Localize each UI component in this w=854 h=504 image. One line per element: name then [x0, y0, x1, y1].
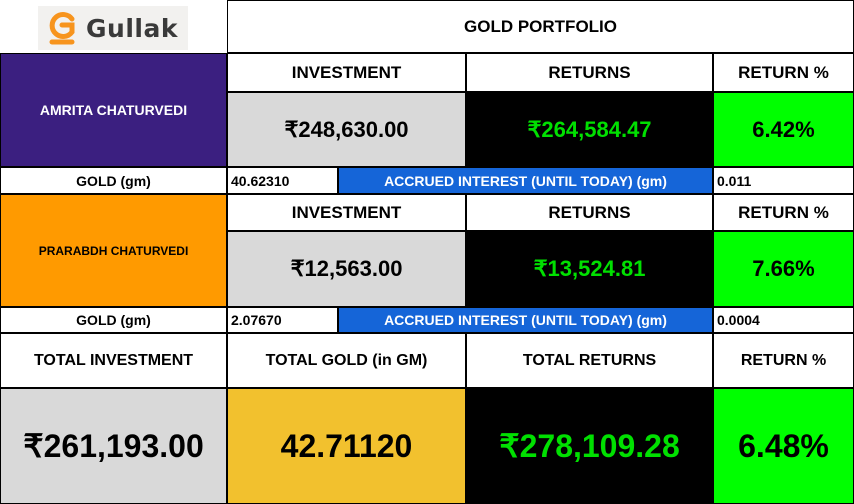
return-pct-header: RETURN % [713, 194, 854, 231]
gullak-logo: Gullak [38, 6, 188, 50]
gullak-logo-icon [49, 12, 75, 45]
investment-header: INVESTMENT [227, 53, 466, 92]
person-name-amrita: AMRITA CHATURVEDI [0, 53, 227, 167]
total-returns-label: TOTAL RETURNS [466, 333, 713, 388]
returns-header: RETURNS [466, 194, 713, 231]
gold-gm-value: 40.62310 [227, 167, 338, 194]
investment-header: INVESTMENT [227, 194, 466, 231]
returns-header: RETURNS [466, 53, 713, 92]
accrued-interest-value: 0.011 [713, 167, 854, 194]
total-return-pct-value: 6.48% [713, 388, 854, 504]
total-investment-value: ₹261,193.00 [0, 388, 227, 504]
return-pct-header: RETURN % [713, 53, 854, 92]
total-return-pct-label: RETURN % [713, 333, 854, 388]
accrued-interest-label: ACCRUED INTEREST (UNTIL TODAY) (gm) [338, 167, 713, 194]
total-investment-label: TOTAL INVESTMENT [0, 333, 227, 388]
return-pct-value: 7.66% [713, 231, 854, 307]
page-title: GOLD PORTFOLIO [227, 0, 854, 53]
return-pct-value: 6.42% [713, 92, 854, 167]
gold-gm-value: 2.07670 [227, 307, 338, 333]
total-gold-label: TOTAL GOLD (in GM) [227, 333, 466, 388]
person-name-prarabdh: PRARABDH CHATURVEDI [0, 194, 227, 307]
gold-gm-label: GOLD (gm) [0, 307, 227, 333]
returns-value: ₹264,584.47 [466, 92, 713, 167]
investment-value: ₹248,630.00 [227, 92, 466, 167]
brand-name: Gullak [86, 13, 178, 43]
investment-value: ₹12,563.00 [227, 231, 466, 307]
total-returns-value: ₹278,109.28 [466, 388, 713, 504]
gold-gm-label: GOLD (gm) [0, 167, 227, 194]
returns-value: ₹13,524.81 [466, 231, 713, 307]
accrued-interest-label: ACCRUED INTEREST (UNTIL TODAY) (gm) [338, 307, 713, 333]
accrued-interest-value: 0.0004 [713, 307, 854, 333]
total-gold-value: 42.71120 [227, 388, 466, 504]
